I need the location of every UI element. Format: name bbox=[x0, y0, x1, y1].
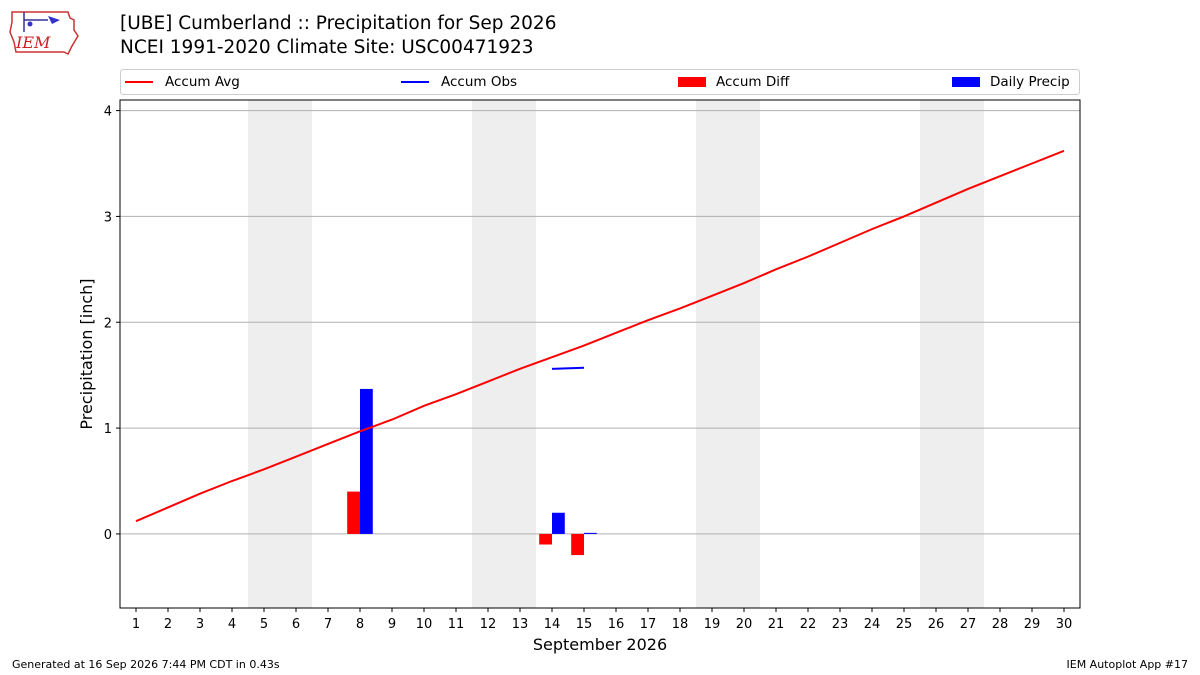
legend-item-daily-precip: Daily Precip bbox=[952, 70, 1070, 94]
accum-avg-line bbox=[135, 149, 1065, 523]
x-tick-label: 26 bbox=[928, 617, 945, 632]
chart-title: [UBE] Cumberland :: Precipitation for Se… bbox=[120, 13, 557, 34]
weekend-shade bbox=[696, 100, 760, 608]
x-tick-label: 11 bbox=[448, 617, 465, 632]
y-axis-label: Precipitation [inch] bbox=[77, 278, 96, 429]
legend-item-accum-avg: Accum Avg bbox=[125, 70, 240, 94]
legend-swatch-accum-diff bbox=[678, 77, 706, 87]
daily-precip-bar bbox=[360, 388, 373, 534]
x-tick-label: 9 bbox=[388, 617, 396, 632]
x-tick-label: 28 bbox=[992, 617, 1009, 632]
x-tick-label: 27 bbox=[960, 617, 977, 632]
weekend-shade bbox=[248, 100, 312, 608]
legend-swatch-daily-precip bbox=[952, 77, 980, 87]
y-tick-label: 4 bbox=[104, 105, 112, 120]
svg-text:IEM: IEM bbox=[15, 33, 51, 52]
generated-timestamp: Generated at 16 Sep 2026 7:44 PM CDT in … bbox=[12, 658, 280, 671]
chart-legend: Accum Avg Accum Obs Accum Diff Daily Pre… bbox=[120, 69, 1080, 95]
x-tick-label: 13 bbox=[512, 617, 529, 632]
x-tick-label: 6 bbox=[292, 617, 300, 632]
y-tick-label: 3 bbox=[104, 210, 112, 225]
legend-item-accum-obs: Accum Obs bbox=[401, 70, 517, 94]
chart-subtitle: NCEI 1991-2020 Climate Site: USC00471923 bbox=[120, 37, 534, 58]
x-tick-label: 22 bbox=[800, 617, 817, 632]
y-tick-label: 0 bbox=[104, 528, 112, 543]
x-tick-label: 3 bbox=[196, 617, 204, 632]
x-tick-label: 4 bbox=[228, 617, 236, 632]
x-tick-label: 21 bbox=[768, 617, 785, 632]
x-tick-label: 19 bbox=[704, 617, 721, 632]
x-tick-label: 18 bbox=[672, 617, 689, 632]
y-tick-label: 2 bbox=[104, 316, 112, 331]
x-tick-label: 23 bbox=[832, 617, 849, 632]
x-tick-label: 1 bbox=[132, 617, 140, 632]
iem-logo: IEM bbox=[9, 11, 79, 56]
x-tick-label: 20 bbox=[736, 617, 753, 632]
x-tick-label: 2 bbox=[164, 617, 172, 632]
legend-swatch-accum-avg bbox=[125, 81, 153, 83]
x-tick-label: 10 bbox=[416, 617, 433, 632]
x-tick-label: 16 bbox=[608, 617, 625, 632]
x-tick-label: 12 bbox=[480, 617, 497, 632]
legend-item-accum-diff: Accum Diff bbox=[678, 70, 789, 94]
accum-diff-bar bbox=[347, 491, 360, 534]
weekend-shade bbox=[472, 100, 536, 608]
weekend-shade bbox=[920, 100, 984, 608]
accum-diff-bar bbox=[571, 533, 584, 556]
y-tick-label: 1 bbox=[104, 422, 112, 437]
x-tick-label: 14 bbox=[544, 617, 561, 632]
plot-frame bbox=[119, 99, 1081, 609]
x-tick-label: 5 bbox=[260, 617, 268, 632]
daily-precip-bar bbox=[584, 532, 597, 534]
legend-label: Accum Avg bbox=[165, 74, 240, 90]
legend-label: Accum Obs bbox=[441, 74, 518, 90]
x-axis-label: September 2026 bbox=[533, 635, 667, 654]
x-tick-label: 29 bbox=[1024, 617, 1041, 632]
daily-precip-bar bbox=[552, 512, 565, 534]
x-tick-label: 25 bbox=[896, 617, 913, 632]
x-tick-label: 30 bbox=[1056, 617, 1073, 632]
x-tick-label: 17 bbox=[640, 617, 657, 632]
x-tick-label: 8 bbox=[356, 617, 364, 632]
legend-label: Accum Diff bbox=[716, 74, 790, 90]
accum-diff-bar bbox=[539, 533, 552, 545]
x-tick-label: 15 bbox=[576, 617, 593, 632]
x-tick-label: 7 bbox=[324, 617, 332, 632]
x-tick-label: 24 bbox=[864, 617, 881, 632]
app-id-label: IEM Autoplot App #17 bbox=[1066, 658, 1189, 671]
legend-swatch-accum-obs bbox=[401, 81, 429, 83]
legend-label: Daily Precip bbox=[990, 74, 1070, 90]
accum-obs-line bbox=[551, 366, 585, 370]
